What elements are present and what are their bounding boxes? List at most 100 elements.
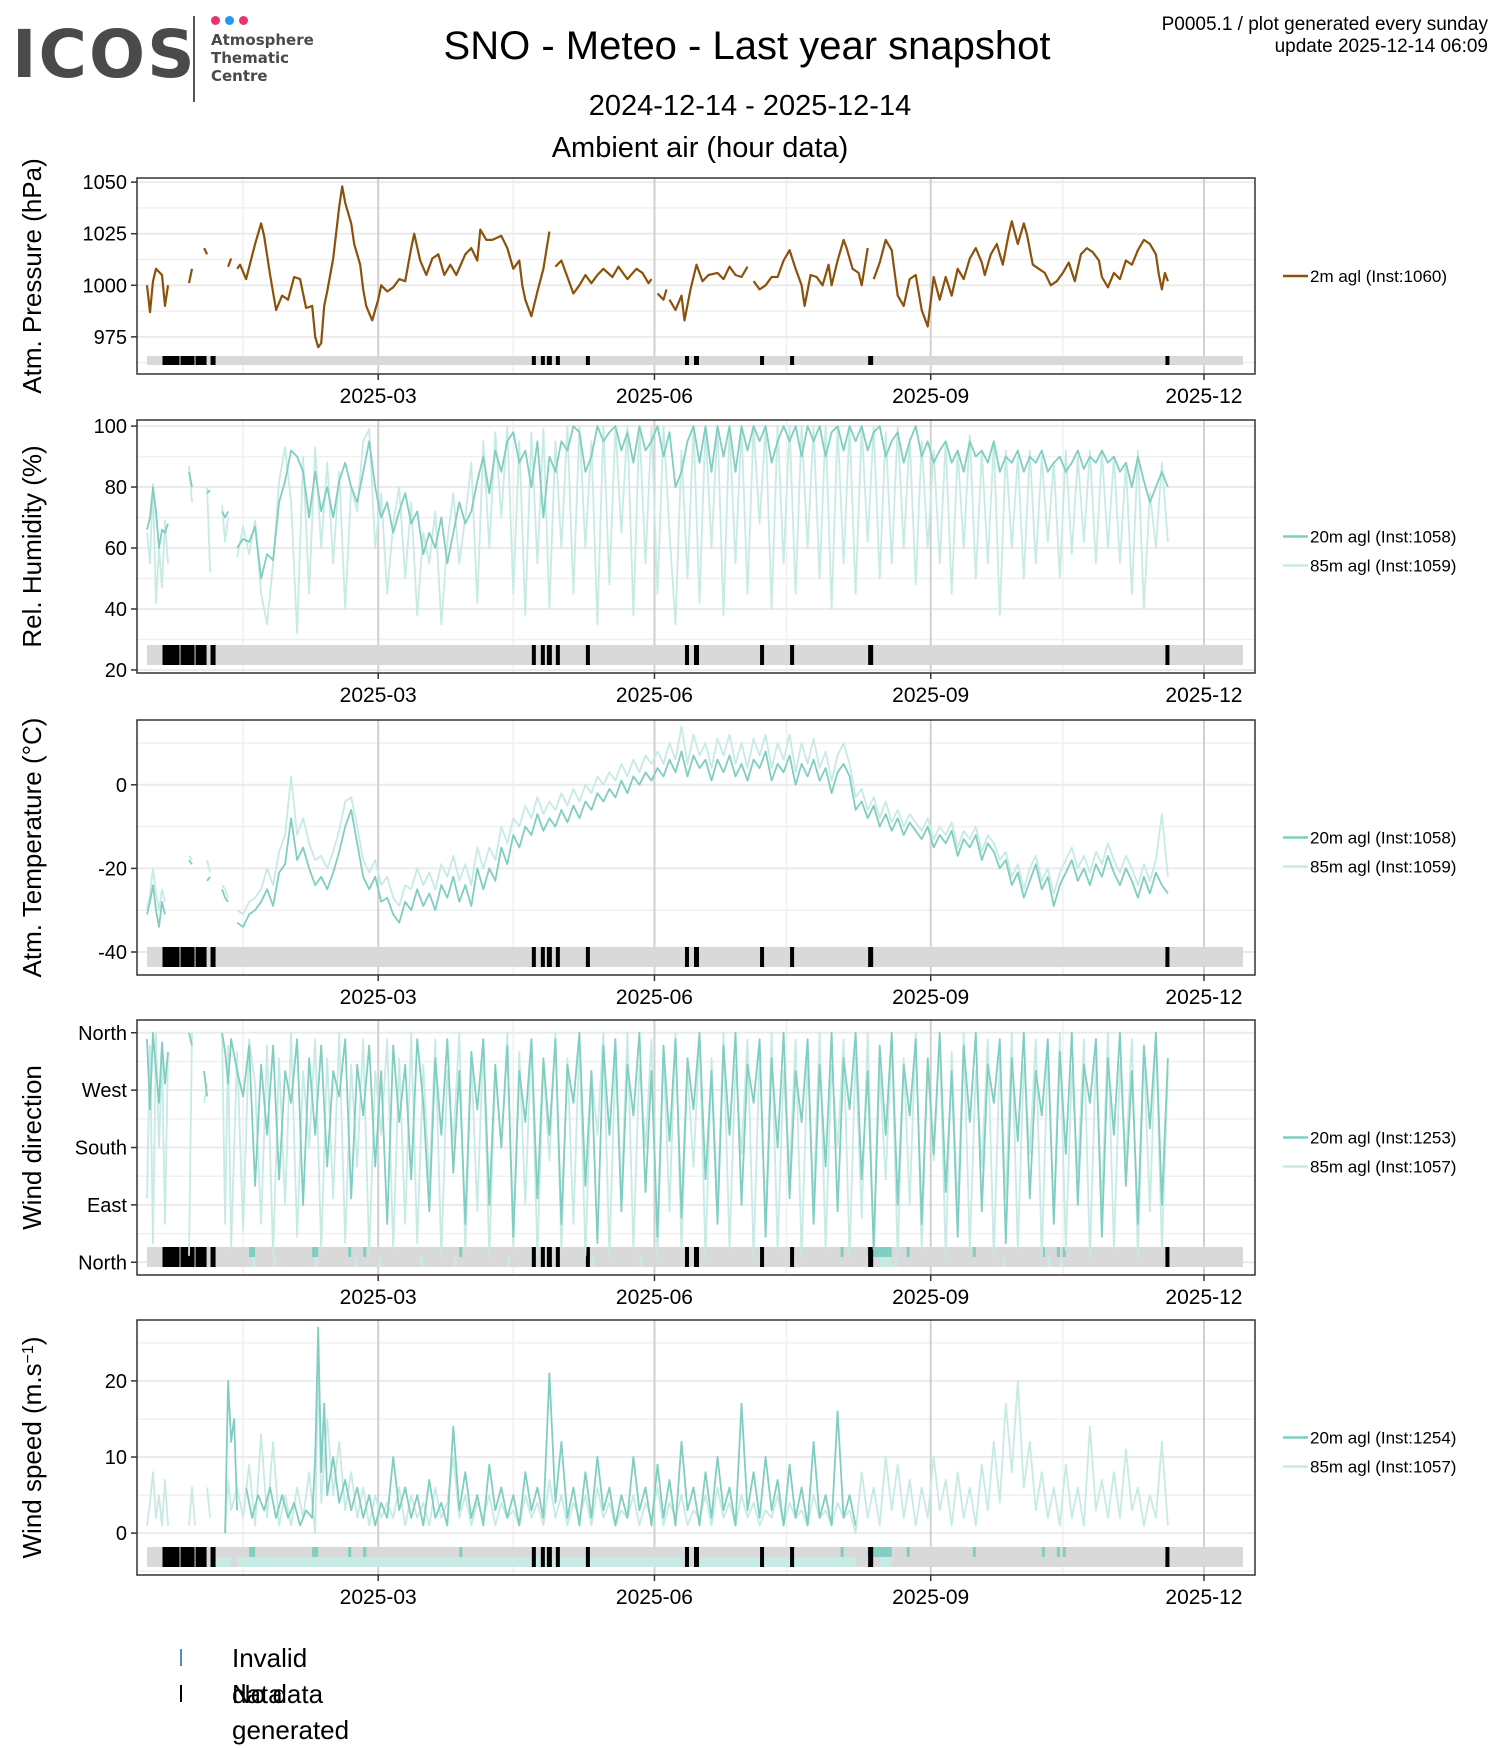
x-tick-label: 2025-09	[892, 1586, 969, 1609]
no-data-segment	[546, 645, 552, 665]
invalid-20m-segment	[972, 1547, 976, 1557]
y-tick-label: 1025	[83, 224, 128, 246]
x-tick-label: 2025-09	[892, 385, 969, 408]
y-axis-title-close: )	[17, 1337, 47, 1346]
no-data-segment	[693, 1247, 700, 1267]
no-data-segment	[180, 947, 195, 967]
invalid-20m-segment	[906, 1547, 910, 1557]
y-tick-label: -20	[98, 858, 127, 880]
no-data-segment	[210, 947, 216, 967]
no-data-segment	[531, 1547, 536, 1567]
no-data-segment	[195, 1247, 207, 1267]
legend-label: 20m agl (Inst:1254)	[1310, 1429, 1456, 1448]
no-data-segment	[546, 947, 552, 967]
no-data-segment	[162, 356, 167, 365]
no-data-segment	[540, 1247, 545, 1267]
no-data-segment	[165, 1547, 180, 1567]
invalid-85m-segment	[378, 1257, 382, 1267]
invalid-20m-segment	[876, 1547, 880, 1557]
invalid-20m-segment	[906, 1247, 910, 1257]
no-data-segment	[195, 947, 207, 967]
no-data-segment	[585, 947, 590, 967]
no-data-segment	[684, 356, 689, 365]
invalid-20m-segment	[1041, 1247, 1045, 1257]
no-data-segment	[210, 1247, 216, 1267]
y-axis-title: Atm. Pressure (hPa)	[17, 158, 47, 394]
no-data-segment	[555, 1247, 560, 1267]
series-line-1	[146, 425, 1169, 580]
invalid-85m-segment	[252, 1257, 256, 1267]
invalid-20m-segment	[315, 1547, 319, 1557]
no-data-segment	[210, 356, 216, 365]
y-tick-label: 20	[105, 1371, 127, 1393]
legend-label: 20m agl (Inst:1058)	[1310, 528, 1456, 547]
no-data-segment	[1165, 1547, 1170, 1567]
no-data-label: No data generated	[232, 1679, 350, 1745]
y-tick-label: 40	[105, 599, 127, 621]
meta-update-time: update 2025-12-14 06:09	[1274, 36, 1488, 57]
x-tick-label: 2025-03	[340, 1586, 417, 1609]
no-data-segment	[585, 1547, 590, 1567]
no-data-segment	[162, 1547, 167, 1567]
y-axis-title: Wind speed (m.s−1)	[17, 1337, 47, 1559]
no-data-segment	[760, 356, 765, 365]
no-data-segment	[693, 645, 700, 665]
y-tick-label: 10	[105, 1447, 127, 1469]
x-tick-label: 2025-09	[892, 1286, 969, 1309]
no-data-segment	[546, 1547, 552, 1567]
no-data-segment	[540, 645, 545, 665]
invalid-20m-segment	[879, 1547, 889, 1557]
x-tick-label: 2025-09	[892, 986, 969, 1009]
invalid-20m-segment	[249, 1547, 256, 1557]
no-data-segment	[868, 356, 874, 365]
invalid-85m-segment	[1059, 1257, 1063, 1267]
no-data-segment	[693, 947, 700, 967]
plot-frame	[136, 719, 1256, 976]
legend-label: 2m agl (Inst:1060)	[1310, 267, 1447, 286]
y-tick-label: -40	[98, 942, 127, 964]
no-data-segment	[165, 356, 180, 365]
logo-dot-3	[239, 16, 248, 25]
x-tick-label: 2025-12	[1165, 1286, 1242, 1309]
no-data-segment	[165, 947, 180, 967]
no-data-segment	[180, 645, 195, 665]
no-data-segment	[1165, 645, 1170, 665]
series-line-2	[146, 725, 1169, 916]
no-data-segment	[790, 356, 795, 365]
y-tick-label: 80	[105, 477, 127, 499]
plot-background	[137, 720, 1255, 975]
no-data-segment	[555, 356, 560, 365]
series-line-2	[146, 1364, 1169, 1534]
logo-separator	[193, 16, 195, 102]
no-data-segment	[540, 356, 545, 365]
legend-label: 20m agl (Inst:1253)	[1310, 1129, 1456, 1148]
y-tick-label: South	[75, 1138, 127, 1160]
no-data-segment	[868, 1247, 874, 1267]
invalid-85m-segment	[792, 1257, 796, 1267]
no-data-segment	[790, 1247, 795, 1267]
x-tick-label: 2025-03	[340, 1286, 417, 1309]
invalid-20m-segment	[312, 1247, 316, 1257]
meta-generation-note: P0005.1 / plot generated every sunday	[1161, 14, 1488, 35]
invalid-20m-segment	[312, 1547, 316, 1557]
no-data-segment	[868, 1547, 874, 1567]
logo-dot-2	[225, 16, 234, 25]
y-axis-title: Wind direction	[17, 1065, 47, 1230]
no-data-segment	[684, 1547, 689, 1567]
plot-frame	[136, 419, 1256, 674]
plot-background	[137, 1320, 1255, 1575]
invalid-85m-segment	[315, 1257, 319, 1267]
series-line-1	[224, 1326, 857, 1534]
no-data-segment	[790, 645, 795, 665]
x-tick-label: 2025-06	[616, 684, 693, 707]
invalid-85m-segment	[216, 1557, 232, 1567]
legend-label: 85m agl (Inst:1057)	[1310, 1458, 1456, 1477]
chart-panel-4: North East South West North 2025-03 2025-06 202…	[17, 1019, 1456, 1309]
invalid-85m-segment	[879, 1557, 892, 1567]
no-data-segment	[1165, 947, 1170, 967]
no-data-segment	[555, 645, 560, 665]
legend-label: 85m agl (Inst:1059)	[1310, 557, 1456, 576]
date-range: 2024-12-14 - 2025-12-14	[588, 90, 912, 122]
y-tick-label: 20	[105, 660, 127, 682]
invalid-20m-segment	[459, 1547, 463, 1557]
